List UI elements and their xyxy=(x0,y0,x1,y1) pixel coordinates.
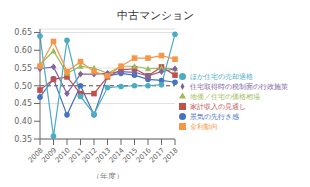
html-text:金利動向: 金利動向 xyxy=(190,122,218,131)
svg-text:0.45: 0.45 xyxy=(14,99,32,108)
svg-text:（年度）: （年度） xyxy=(92,172,124,179)
html-text:地価／住宅の価格相場: 地価／住宅の価格相場 xyxy=(190,92,260,101)
svg-text:2016: 2016 xyxy=(134,146,153,165)
html-text:家計収入の見通し: 家計収入の見通し xyxy=(190,102,246,111)
svg-text:2015: 2015 xyxy=(121,146,140,165)
html-text:景気の先行き感: 景気の先行き感 xyxy=(190,112,239,121)
svg-text:0.65: 0.65 xyxy=(14,28,32,37)
svg-text:0.55: 0.55 xyxy=(14,64,32,73)
svg-text:2010: 2010 xyxy=(53,146,72,165)
svg-text:2009: 2009 xyxy=(40,146,59,165)
svg-text:0.60: 0.60 xyxy=(14,46,32,55)
svg-text:2011: 2011 xyxy=(67,146,86,165)
svg-text:2017: 2017 xyxy=(148,146,167,165)
html-text:住宅取得時の税制面の行政施策: 住宅取得時の税制面の行政施策 xyxy=(190,82,288,91)
svg-text:2013: 2013 xyxy=(94,146,113,165)
html-text:中古マンション: 中古マンション xyxy=(116,9,194,22)
svg-text:2018: 2018 xyxy=(162,146,180,164)
svg-text:0.35: 0.35 xyxy=(14,135,32,144)
svg-text:0.50: 0.50 xyxy=(14,82,32,91)
html-text:ほか住宅の売却適格: ほか住宅の売却適格 xyxy=(190,72,253,81)
svg-text:2014: 2014 xyxy=(107,146,126,165)
svg-text:0.40: 0.40 xyxy=(14,117,32,126)
svg-text:2008: 2008 xyxy=(26,146,45,165)
svg-text:2012: 2012 xyxy=(80,146,99,165)
